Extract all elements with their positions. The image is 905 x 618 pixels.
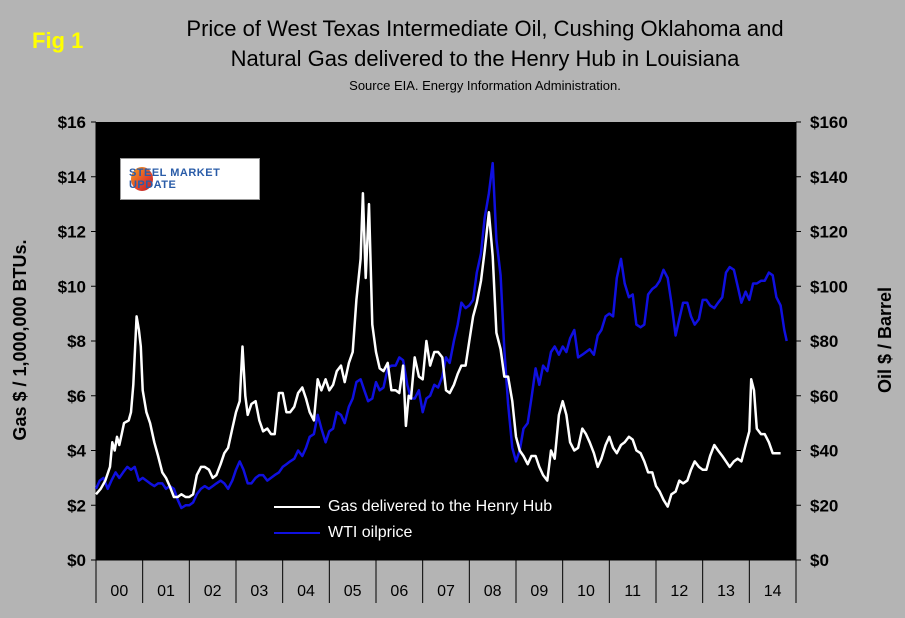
x-tick-label: 02 (204, 583, 222, 600)
left-tick-label: $6 (67, 387, 86, 406)
right-tick-label: $120 (810, 223, 848, 242)
legend-swatch-gas (274, 506, 320, 508)
right-tick-label: $60 (810, 387, 838, 406)
x-tick-label: 06 (390, 583, 408, 600)
logo-swoosh-icon (131, 167, 153, 191)
right-tick-label: $0 (810, 551, 829, 570)
legend-item-gas: Gas delivered to the Henry Hub (264, 494, 552, 520)
legend-label-gas: Gas delivered to the Henry Hub (328, 498, 553, 515)
x-tick-label: 01 (157, 583, 175, 600)
right-tick-label: $140 (810, 168, 848, 187)
x-tick-label: 07 (437, 583, 455, 600)
x-tick-label: 12 (670, 583, 688, 600)
chart-title-line-1: Price of West Texas Intermediate Oil, Cu… (186, 16, 784, 41)
x-tick-label: 04 (297, 583, 315, 600)
right-tick-label: $100 (810, 277, 848, 296)
left-tick-label: $0 (67, 551, 86, 570)
left-axis: $0 $2 $4 $6 $8 $10 $12 $14 $16 (58, 113, 97, 570)
x-tick-label: 03 (250, 583, 268, 600)
x-tick-label: 14 (764, 583, 782, 600)
legend-label-oil: WTI oilprice (328, 524, 413, 541)
left-axis-label: Gas $ / 1,000,000 BTUs. (10, 239, 30, 440)
steel-market-update-logo: STEEL MARKET UPDATE (120, 158, 260, 200)
legend: Gas delivered to the Henry Hub WTI oilpr… (264, 492, 602, 548)
right-tick-label: $40 (810, 442, 838, 461)
left-tick-label: $8 (67, 332, 86, 351)
oil-series-line (94, 161, 788, 510)
x-tick-label: 11 (624, 583, 641, 600)
gas-series-line (95, 191, 781, 508)
left-tick-label: $14 (58, 168, 87, 187)
x-tick-label: 00 (110, 583, 128, 600)
figure-number: Fig 1 (32, 28, 84, 53)
chart-title-line-2: Natural Gas delivered to the Henry Hub i… (230, 46, 740, 71)
series-layer (94, 161, 788, 510)
x-axis: 00 01 02 03 04 05 06 07 08 09 10 11 12 13 14 (95, 559, 797, 603)
logo-text: STEEL MARKET UPDATE (128, 167, 221, 191)
legend-item-oil: WTI oilprice (264, 520, 412, 546)
x-tick-label: 08 (484, 583, 502, 600)
left-tick-label: $10 (58, 277, 86, 296)
right-axis-label: Oil $ / Barrel (875, 287, 895, 393)
left-tick-label: $2 (67, 496, 86, 515)
left-tick-label: $16 (58, 113, 86, 132)
chart-subtitle: Source EIA. Energy Information Administr… (349, 78, 621, 93)
x-tick-label: 13 (717, 583, 735, 600)
x-tick-label: 09 (530, 583, 548, 600)
legend-swatch-oil (274, 532, 320, 534)
x-tick-label: 05 (344, 583, 362, 600)
right-tick-label: $20 (810, 496, 838, 515)
right-axis: $0 $20 $40 $60 $80 $100 $120 $140 $160 (795, 113, 848, 570)
chart-title: Price of West Texas Intermediate Oil, Cu… (100, 14, 870, 74)
x-tick-label: 10 (577, 583, 595, 600)
right-tick-label: $80 (810, 332, 838, 351)
left-tick-label: $4 (67, 442, 86, 461)
right-tick-label: $160 (810, 113, 848, 132)
left-tick-label: $12 (58, 223, 86, 242)
